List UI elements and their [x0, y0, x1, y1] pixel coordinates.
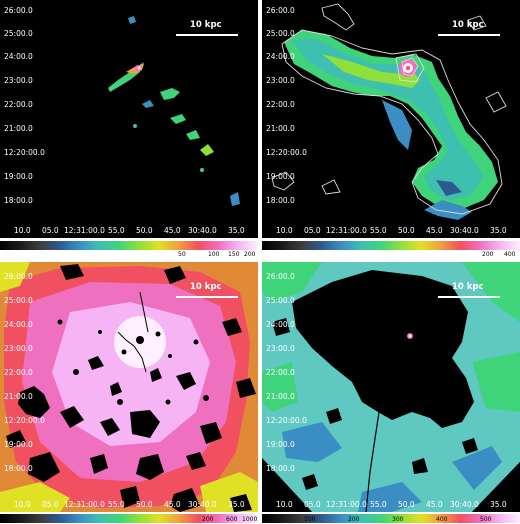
colorbar-tick: 400 [504, 251, 516, 258]
panel-bl-image [0, 262, 258, 512]
colorbar-tick: 400 [436, 516, 448, 523]
panel-top-left: 10 kpc 26:00.0 25:00.0 24:00.0 23:00.0 2… [0, 0, 258, 238]
panel-top-right: 10 kpc 26:00.0 25:00.0 24:00.0 23:00.0 2… [262, 0, 520, 238]
panel-tl-image [108, 16, 240, 206]
colorbar-tick: 1000 [242, 516, 258, 523]
panel-bottom-left: 10 kpc 26:00.0 25:00.0 24:00.0 23:00.0 2… [0, 262, 258, 512]
scale-bar [438, 296, 500, 298]
colorbar-tick: 200 [244, 251, 256, 258]
colorbar-tick: 200 [202, 516, 214, 523]
panel-br-image [262, 262, 520, 512]
panel-tr-image [271, 3, 507, 220]
colorbar-tick: 50 [178, 251, 186, 258]
scale-bar [438, 34, 500, 36]
colorbar-tick: 200 [482, 251, 494, 258]
colorbar [262, 241, 520, 250]
colorbar [262, 514, 520, 523]
scale-bar [176, 296, 238, 298]
masked-holes [6, 264, 256, 512]
contours [271, 3, 507, 215]
emission-halo [0, 262, 258, 512]
colorbar-tick: 300 [392, 516, 404, 523]
scale-bar-label: 10 kpc [452, 282, 484, 292]
scale-bar-label: 10 kpc [452, 20, 484, 30]
scale-bar-label: 10 kpc [190, 282, 222, 292]
colorbar-tick: 100 [304, 516, 316, 523]
colorbar-tick: 100 [208, 251, 220, 258]
colorbar-tick: 600 [226, 516, 238, 523]
emission-sparse [108, 16, 240, 206]
masked-core [262, 270, 520, 512]
panel-bottom-right: 10 kpc 26:00.0 25:00.0 24:00.0 23:00.0 2… [262, 262, 520, 512]
scale-bar [176, 34, 238, 36]
emission-tail [284, 30, 498, 220]
colorbar-tick: 1 [264, 516, 268, 523]
colorbar-tick: 500 [480, 516, 492, 523]
colorbar [0, 241, 258, 250]
colorbar-tick: 200 [348, 516, 360, 523]
colorbar-tick: 150 [228, 251, 240, 258]
scale-bar-label: 10 kpc [190, 20, 222, 30]
colorbar [0, 514, 258, 523]
